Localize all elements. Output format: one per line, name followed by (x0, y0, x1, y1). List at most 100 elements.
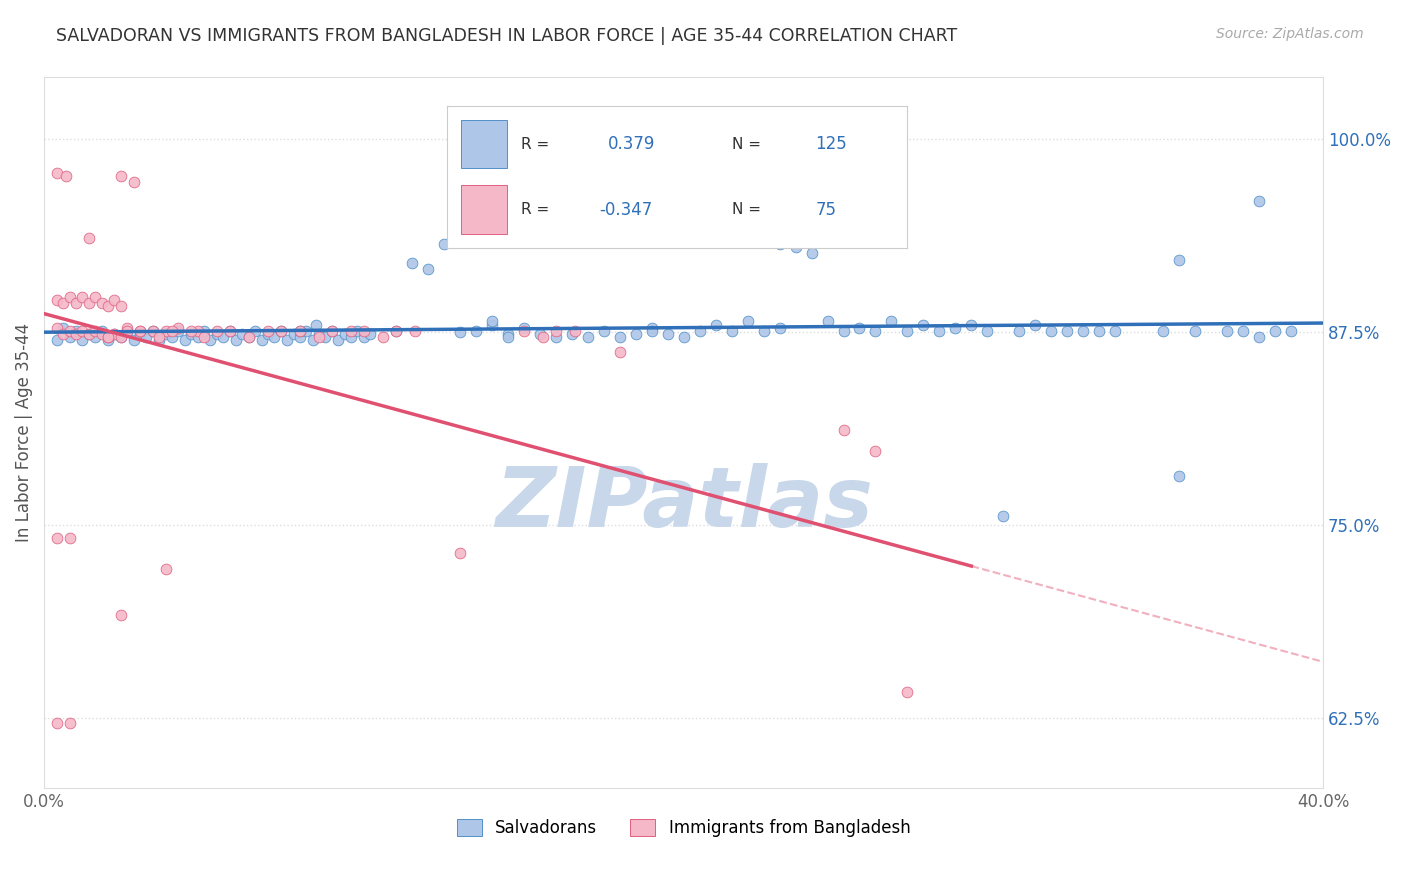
Point (288, 324, 311, 338)
Point (218, 324, 240, 338)
Point (97, 299, 120, 313)
Point (513, 324, 536, 338)
Point (205, 324, 228, 338)
Point (496, 330, 519, 344)
Point (1264, 324, 1286, 338)
Point (416, 262, 439, 277)
Point (817, 314, 839, 328)
Point (672, 330, 695, 344)
Point (513, 320, 536, 334)
Point (993, 509, 1015, 524)
Point (84, 330, 107, 344)
Point (288, 324, 311, 338)
Point (200, 333, 222, 347)
Point (160, 330, 183, 344)
Point (960, 318, 983, 332)
Point (433, 237, 456, 252)
Point (609, 345, 631, 359)
Point (752, 324, 775, 338)
Point (59, 716, 82, 731)
Point (1168, 252, 1191, 267)
Point (238, 330, 260, 344)
Point (90, 296, 112, 310)
Point (212, 330, 235, 344)
Point (167, 320, 190, 334)
Point (768, 237, 790, 252)
Point (117, 324, 139, 338)
Point (315, 330, 337, 344)
Point (689, 324, 711, 338)
Point (155, 561, 177, 575)
Point (464, 324, 486, 338)
Point (1088, 324, 1111, 338)
Point (276, 333, 298, 347)
Point (110, 607, 132, 622)
Point (155, 324, 177, 338)
Point (385, 324, 408, 338)
Point (865, 324, 887, 338)
Point (896, 685, 918, 699)
Point (640, 324, 662, 338)
Point (59, 290, 82, 304)
Point (238, 330, 260, 344)
Point (1071, 324, 1094, 338)
Point (544, 330, 567, 344)
Point (496, 326, 519, 341)
Point (896, 324, 918, 338)
Point (193, 330, 215, 344)
Point (1232, 324, 1254, 338)
Point (346, 324, 368, 338)
Point (308, 330, 330, 344)
Point (110, 330, 132, 344)
Point (97, 330, 120, 344)
Point (129, 324, 152, 338)
Point (180, 324, 202, 338)
Point (1056, 324, 1078, 338)
Point (148, 333, 170, 347)
Point (720, 324, 742, 338)
Point (110, 169, 132, 184)
Point (84, 324, 107, 338)
Point (205, 326, 228, 341)
Point (45, 320, 67, 334)
Point (90, 326, 112, 341)
Point (225, 333, 247, 347)
Point (45, 166, 67, 180)
Text: Source: ZipAtlas.com: Source: ZipAtlas.com (1216, 27, 1364, 41)
Text: SALVADORAN VS IMMIGRANTS FROM BANGLADESH IN LABOR FORCE | AGE 35-44 CORRELATION : SALVADORAN VS IMMIGRANTS FROM BANGLADESH… (56, 27, 957, 45)
Point (45, 716, 67, 731)
Point (257, 326, 280, 341)
Legend: Salvadorans, Immigrants from Bangladesh: Salvadorans, Immigrants from Bangladesh (450, 812, 917, 844)
Point (59, 330, 82, 344)
Point (561, 326, 583, 341)
Point (103, 326, 125, 341)
Point (180, 326, 202, 341)
Point (288, 330, 311, 344)
Point (193, 324, 215, 338)
Point (155, 326, 177, 341)
Point (45, 333, 67, 347)
Point (481, 318, 503, 332)
Point (52, 320, 75, 334)
Point (142, 324, 165, 338)
Point (353, 330, 375, 344)
Point (65, 296, 87, 310)
Point (945, 320, 967, 334)
Point (1216, 324, 1239, 338)
Point (122, 333, 145, 347)
Point (97, 330, 120, 344)
Point (167, 324, 190, 338)
Point (976, 324, 998, 338)
Point (960, 830, 983, 845)
Point (305, 318, 328, 332)
Point (912, 318, 935, 332)
Point (52, 326, 75, 341)
Point (1168, 468, 1191, 483)
Point (1279, 324, 1302, 338)
Point (928, 324, 950, 338)
Point (250, 333, 273, 347)
Point (270, 324, 292, 338)
Point (129, 326, 152, 341)
Point (77, 231, 100, 245)
Point (243, 324, 266, 338)
